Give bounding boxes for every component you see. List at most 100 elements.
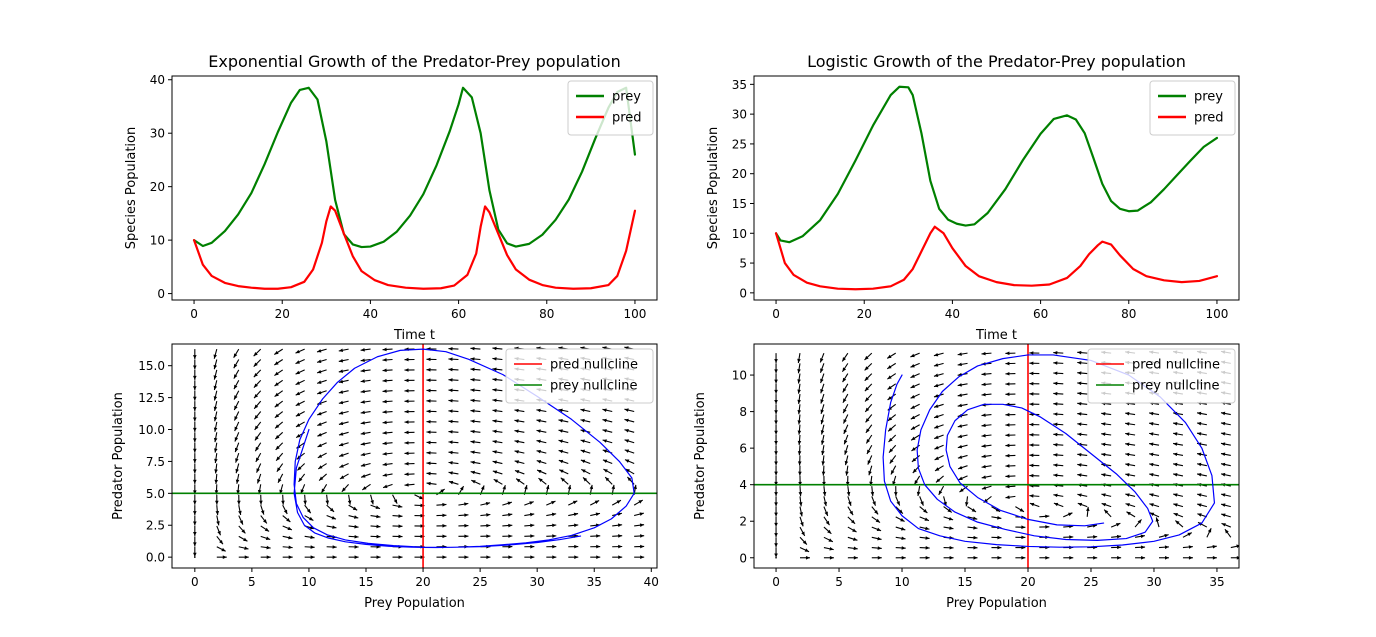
quiver-arrow bbox=[233, 359, 240, 369]
quiver-arrow bbox=[967, 525, 978, 530]
quiver-arrow bbox=[1197, 513, 1208, 518]
quiver-arrow bbox=[799, 547, 810, 553]
quiver-arrow bbox=[957, 393, 968, 397]
quiver-arrow bbox=[943, 506, 953, 513]
quiver-arrow bbox=[919, 496, 924, 506]
quiver-arrow bbox=[981, 454, 992, 459]
y-tick-labels: 0 5 10 15 20 25 30 35 bbox=[732, 78, 754, 300]
quiver-arrow bbox=[238, 555, 249, 559]
y-axis-label: Predator Population bbox=[111, 392, 126, 520]
quiver-arrow bbox=[448, 471, 459, 475]
quiver-arrow bbox=[515, 478, 525, 485]
quiver-arrow bbox=[370, 504, 381, 510]
quiver-arrow bbox=[233, 400, 240, 411]
quiver-arrow bbox=[275, 452, 284, 462]
quiver-arrow bbox=[1053, 493, 1064, 498]
x-tick-label: 80 bbox=[539, 307, 554, 321]
quiver-arrow bbox=[1077, 452, 1088, 457]
quiver-arrow bbox=[1245, 524, 1255, 528]
quiver-arrow bbox=[193, 505, 197, 516]
axes-frame bbox=[753, 75, 1240, 301]
quiver-arrow bbox=[1220, 411, 1231, 416]
quiver-arrow bbox=[470, 398, 481, 403]
x-tick-label: 0 bbox=[190, 307, 198, 321]
quiver-arrow bbox=[1245, 483, 1255, 487]
quiver-arrow bbox=[919, 546, 930, 550]
quiver-arrow bbox=[935, 475, 944, 483]
quiver-arrow bbox=[254, 442, 262, 452]
quiver-arrow bbox=[360, 452, 371, 457]
x-tick-label: 30 bbox=[1146, 575, 1161, 589]
quiver-arrow bbox=[967, 516, 978, 520]
quiver-arrow bbox=[842, 373, 849, 383]
quiver-arrow bbox=[1196, 421, 1207, 426]
quiver-arrow bbox=[774, 496, 778, 507]
quiver-arrow bbox=[360, 462, 371, 467]
quiver-arrow bbox=[1077, 422, 1088, 426]
quiver-arrow bbox=[470, 460, 481, 465]
quiver-arrow bbox=[233, 390, 240, 400]
quiver-arrow bbox=[1053, 350, 1064, 355]
quiver-arrow bbox=[1005, 382, 1016, 386]
quiver-arrow bbox=[524, 534, 535, 538]
x-axis-label: Time t bbox=[393, 328, 435, 343]
quiver-arrow bbox=[536, 429, 547, 433]
quiver-arrow bbox=[260, 515, 268, 524]
quiver-arrow bbox=[480, 555, 491, 559]
quiver-arrow bbox=[1111, 555, 1122, 560]
quiver-arrow bbox=[382, 452, 393, 456]
quiver-arrow bbox=[492, 388, 503, 392]
quiver-arrow bbox=[237, 494, 241, 505]
y-tick-label: 2.5 bbox=[146, 519, 165, 533]
logistic-phase-plane-chart: Prey Population Predator Population 0 5 10… bbox=[693, 343, 1255, 611]
quiver-arrow bbox=[480, 523, 491, 528]
quiver-arrow bbox=[404, 357, 415, 362]
quiver-arrow bbox=[967, 506, 977, 513]
quiver-arrow bbox=[253, 411, 262, 420]
trajectory-series-line bbox=[882, 354, 1216, 548]
quiver-arrow bbox=[536, 469, 547, 475]
quiver-arrow bbox=[1220, 452, 1231, 457]
quiver-arrow bbox=[889, 455, 897, 464]
quiver-arrow bbox=[300, 484, 306, 494]
quiver-arrow bbox=[215, 494, 219, 505]
x-tick-label: 30 bbox=[530, 575, 545, 589]
quiver-arrow bbox=[1005, 392, 1016, 397]
quiver-arrow bbox=[580, 408, 591, 413]
quiver-arrow bbox=[864, 393, 873, 402]
quiver-arrow bbox=[820, 383, 825, 394]
quiver-arrow bbox=[958, 475, 968, 481]
quiver-arrow bbox=[458, 502, 469, 506]
quiver-arrow bbox=[274, 379, 284, 387]
quiver-arrow bbox=[276, 463, 284, 472]
quiver-arrow bbox=[426, 399, 437, 403]
quiver-arrow bbox=[847, 506, 854, 516]
quiver-arrow bbox=[894, 486, 898, 497]
x-tick-label: 100 bbox=[624, 307, 647, 321]
quiver-arrow bbox=[1173, 493, 1184, 497]
quiver-arrow bbox=[866, 444, 873, 455]
quiver-arrow bbox=[981, 423, 992, 428]
quiver-arrow bbox=[1182, 555, 1193, 560]
quiver-arrow bbox=[612, 544, 623, 549]
quiver-arrow bbox=[360, 389, 371, 394]
quiver-arrow bbox=[470, 388, 481, 392]
quiver-arrow bbox=[318, 473, 327, 481]
quiver-arrow bbox=[316, 379, 327, 384]
quiver-arrow bbox=[624, 439, 635, 444]
quiver-arrow bbox=[326, 504, 335, 513]
quiver-arrow bbox=[774, 455, 778, 466]
quiver-arrow bbox=[612, 534, 623, 538]
quiver-arrow bbox=[524, 544, 535, 549]
quiver-arrow bbox=[254, 421, 262, 431]
x-tick-label: 20 bbox=[857, 307, 872, 321]
x-tick-label: 10 bbox=[894, 575, 909, 589]
quiver-arrow bbox=[1015, 555, 1026, 560]
quiver-arrow bbox=[590, 544, 601, 549]
quiver-arrow bbox=[934, 454, 944, 461]
quiver-arrow bbox=[934, 444, 944, 450]
quiver-arrow bbox=[213, 432, 218, 443]
quiver-arrow bbox=[887, 414, 897, 422]
quiver-arrow bbox=[1029, 494, 1040, 498]
quiver-arrow bbox=[348, 504, 358, 511]
